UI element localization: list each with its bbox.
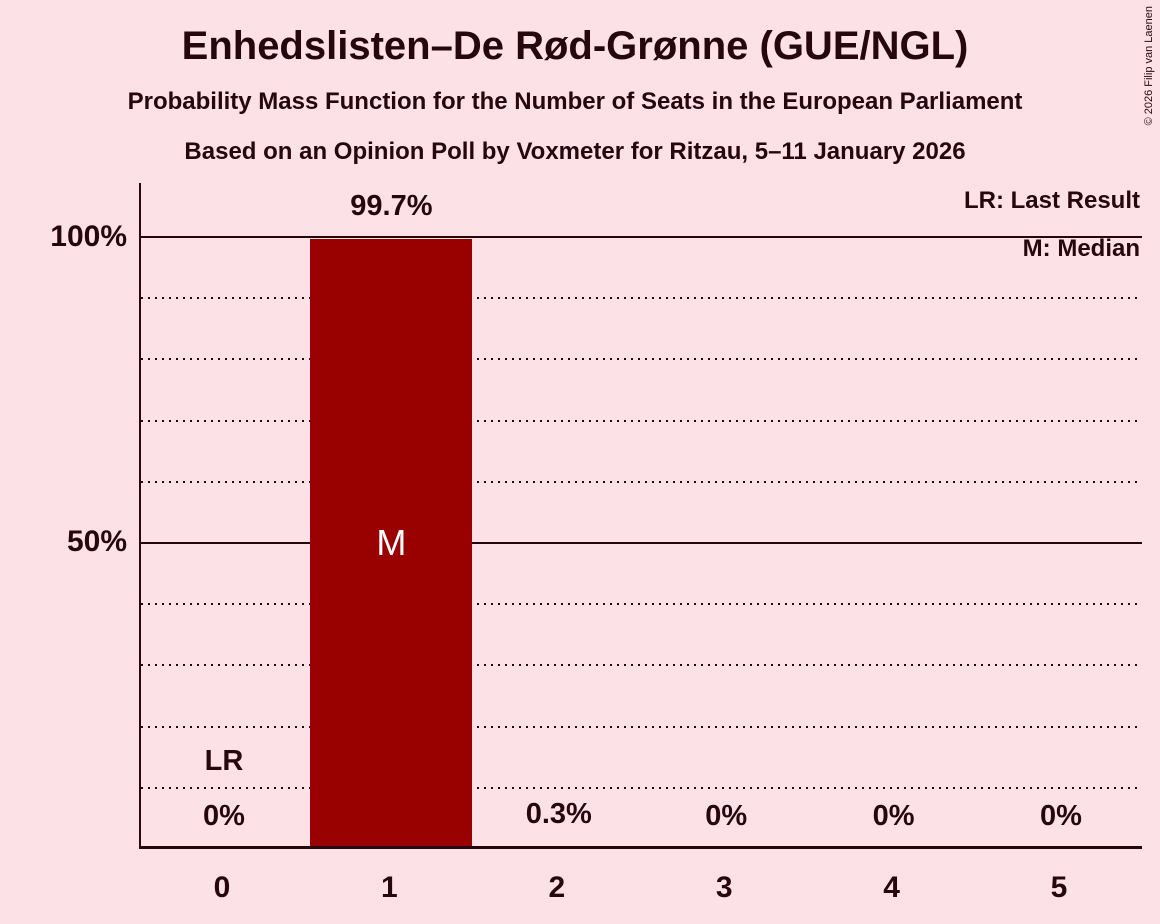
bar-value-label-seats-0: 0%: [203, 800, 245, 832]
gridline-70pct: [141, 419, 1142, 422]
x-tick-label-2: 2: [548, 871, 566, 904]
bar-seats-1: [310, 238, 473, 849]
gridline-80pct: [141, 358, 1142, 361]
legend-last-result: LR: Last Result: [963, 187, 1140, 214]
page-title: Enhedslisten–De Rød-Grønne (GUE/NGL): [181, 24, 969, 68]
gridline-40pct: [141, 603, 1142, 606]
plot-area: 0% 99.7% 0.3% 0% 0% 0% M LR: [139, 183, 1142, 849]
x-tick-label-5: 5: [1050, 871, 1068, 904]
chart-subtitle: Probability Mass Function for the Number…: [127, 88, 1023, 115]
bar-value-label-seats-2: 0.3%: [525, 798, 592, 831]
legend-median: M: Median: [1022, 235, 1140, 262]
last-result-marker: LR: [204, 745, 244, 777]
gridline-90pct: [141, 297, 1142, 300]
gridline-20pct: [141, 725, 1142, 728]
copyright-notice: © 2026 Filip van Laenen: [1143, 6, 1155, 126]
gridline-60pct: [141, 480, 1142, 483]
y-axis-tick-100: 100%: [50, 220, 127, 253]
gridline-10pct: [141, 786, 1142, 789]
x-axis-line: [141, 846, 1142, 849]
chart-source-line: Based on an Opinion Poll by Voxmeter for…: [184, 138, 966, 165]
bar-value-label-seats-5: 0%: [1040, 800, 1082, 832]
x-tick-label-3: 3: [715, 871, 733, 904]
gridline-30pct: [141, 664, 1142, 667]
y-axis-tick-50: 50%: [66, 525, 127, 558]
x-tick-label-4: 4: [883, 871, 900, 904]
x-tick-label-0: 0: [213, 871, 231, 904]
bar-value-label-seats-3: 0%: [705, 800, 748, 832]
x-tick-label-1: 1: [381, 871, 398, 904]
bar-value-label-seats-4: 0%: [872, 800, 915, 832]
bar-value-label-seats-1: 99.7%: [350, 189, 433, 222]
gridline-50pct: [141, 542, 1142, 544]
median-marker: M: [376, 522, 407, 563]
gridline-100pct: [141, 236, 1142, 238]
